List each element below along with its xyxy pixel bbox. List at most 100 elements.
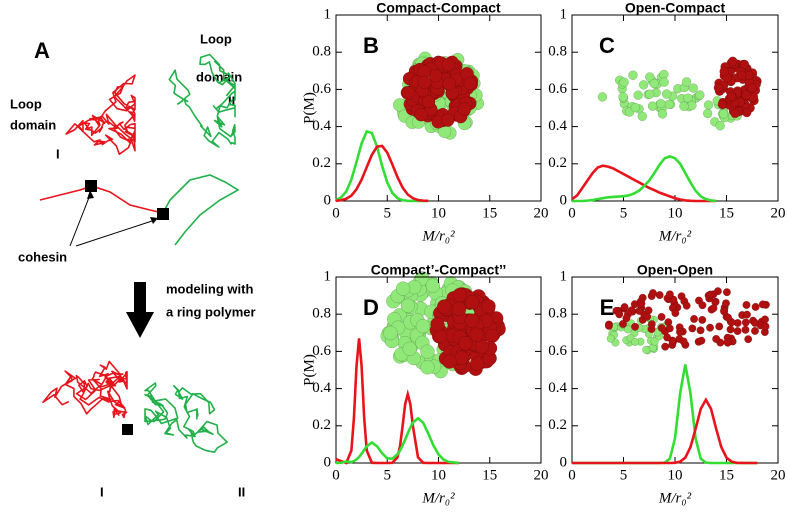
inset-bead: [402, 341, 417, 357]
x-tick-label: 0: [332, 467, 340, 483]
inset-bead: [647, 101, 658, 111]
y-tick-label: 1: [324, 268, 332, 284]
x-tick-label: 0: [568, 467, 576, 483]
inset-bead: [644, 89, 655, 99]
inset-bead: [469, 327, 484, 343]
pointer-head: [150, 217, 158, 224]
y-axis-label: P(M): [301, 92, 317, 124]
x-tick-label: 0: [332, 205, 340, 221]
inset-bead: [425, 278, 441, 293]
domain-label: Loop: [200, 31, 232, 46]
inset-bead: [713, 82, 724, 93]
inset-bead: [645, 72, 655, 82]
inset-bead: [657, 312, 666, 321]
inset-bead: [454, 350, 469, 366]
inset-bead: [421, 94, 436, 109]
y-tick-label: 0.6: [548, 81, 567, 97]
inset-bead: [715, 322, 724, 331]
inset-bead: [723, 338, 732, 347]
arrow-text: a ring polymer: [166, 304, 256, 319]
inset-bead: [698, 301, 707, 310]
inset-bead: [657, 109, 668, 119]
y-tick-label: 0.8: [312, 44, 331, 60]
inset-bead: [659, 77, 669, 87]
inset-bead: [420, 360, 435, 375]
inset-bead: [695, 90, 705, 100]
y-tick-label: 0.8: [312, 306, 331, 322]
data-line: [335, 338, 459, 465]
inset-bead: [717, 99, 728, 110]
inset-bead: [657, 323, 666, 332]
inset-bead: [630, 102, 641, 113]
y-tick-label: 0: [560, 192, 568, 208]
inset-bead: [742, 310, 752, 319]
inset-bead: [474, 339, 490, 354]
x-tick-label: 15: [482, 467, 497, 483]
inset-bead: [706, 290, 715, 299]
inset-bead: [664, 99, 674, 110]
inset-bead: [751, 302, 760, 312]
domain-number: I: [100, 484, 104, 499]
inset-bead: [442, 354, 457, 369]
inset-bead: [631, 337, 640, 347]
inset-bead: [430, 317, 445, 332]
inset-bead: [750, 318, 760, 327]
x-axis-label: M/r₀²: [658, 490, 692, 506]
inset-bead: [665, 324, 674, 333]
x-axis-label: M/r₀²: [658, 228, 692, 244]
y-tick-label: 0.4: [548, 380, 567, 396]
inset-bead: [682, 301, 691, 310]
inset-bead: [742, 107, 752, 118]
x-tick-label: 10: [431, 205, 446, 221]
inset-bead: [675, 327, 685, 337]
inset-bead: [690, 314, 699, 324]
inset-bead: [638, 80, 649, 90]
x-tick-label: 5: [384, 467, 392, 483]
pointer-head: [87, 190, 94, 199]
inset-bead: [688, 324, 697, 333]
y-axis-label: P(M): [301, 354, 317, 386]
x-tick-label: 10: [431, 467, 446, 483]
y-tick-label: 0: [560, 454, 568, 470]
inset-bead: [696, 326, 705, 335]
data-line: [335, 129, 429, 203]
domain-label: Loop: [10, 96, 42, 111]
inset-bead: [750, 326, 760, 335]
inset-bead: [457, 102, 472, 116]
inset-bead: [648, 289, 657, 298]
inset-bead: [441, 113, 455, 127]
inset-bead: [401, 86, 416, 100]
y-tick-label: 0.6: [548, 343, 567, 359]
panel-label: E: [600, 295, 615, 320]
polymer: [168, 53, 236, 148]
x-tick-label: 5: [620, 467, 628, 483]
y-tick-label: 0.6: [312, 343, 331, 359]
inset-bead: [661, 89, 672, 99]
inset-bead: [715, 121, 725, 131]
data-line: [335, 144, 429, 203]
inset-bead: [415, 318, 431, 334]
inset-bead: [620, 302, 629, 312]
inset-bead: [671, 308, 680, 318]
inset-bead: [697, 336, 706, 345]
inset-bead: [649, 78, 659, 89]
inset-bead: [698, 315, 707, 324]
inset-bead: [718, 109, 729, 119]
y-tick-label: 1: [324, 6, 332, 22]
y-tick-label: 0.2: [312, 417, 331, 433]
inset-bead: [705, 323, 715, 332]
domain-label: domain: [10, 117, 56, 132]
inset-bead: [644, 306, 653, 315]
inset-bead: [442, 76, 456, 91]
inset-bead: [400, 298, 416, 313]
inset-bead: [631, 322, 640, 331]
y-tick-label: 0: [324, 454, 332, 470]
inset-bead: [420, 344, 435, 359]
inset-bead: [481, 299, 496, 314]
x-tick-label: 20: [771, 205, 786, 221]
inset-bead: [604, 321, 613, 330]
inset-bead: [417, 75, 432, 90]
inset-bead: [452, 287, 468, 303]
inset-bead: [722, 288, 731, 297]
